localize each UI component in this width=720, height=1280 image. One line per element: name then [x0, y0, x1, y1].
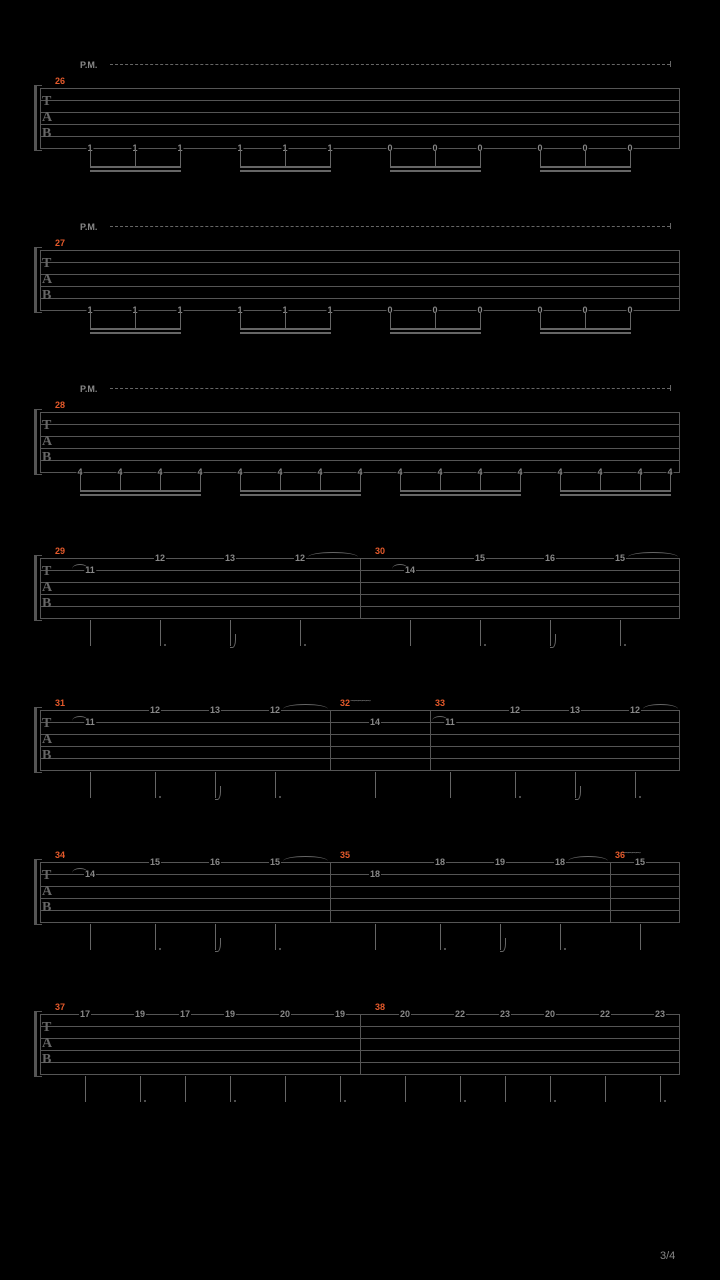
page-number: 3/4 — [660, 1250, 675, 1262]
tab-page: P.M.TAB11111100000026P.M.TAB111111000000… — [40, 60, 680, 1154]
